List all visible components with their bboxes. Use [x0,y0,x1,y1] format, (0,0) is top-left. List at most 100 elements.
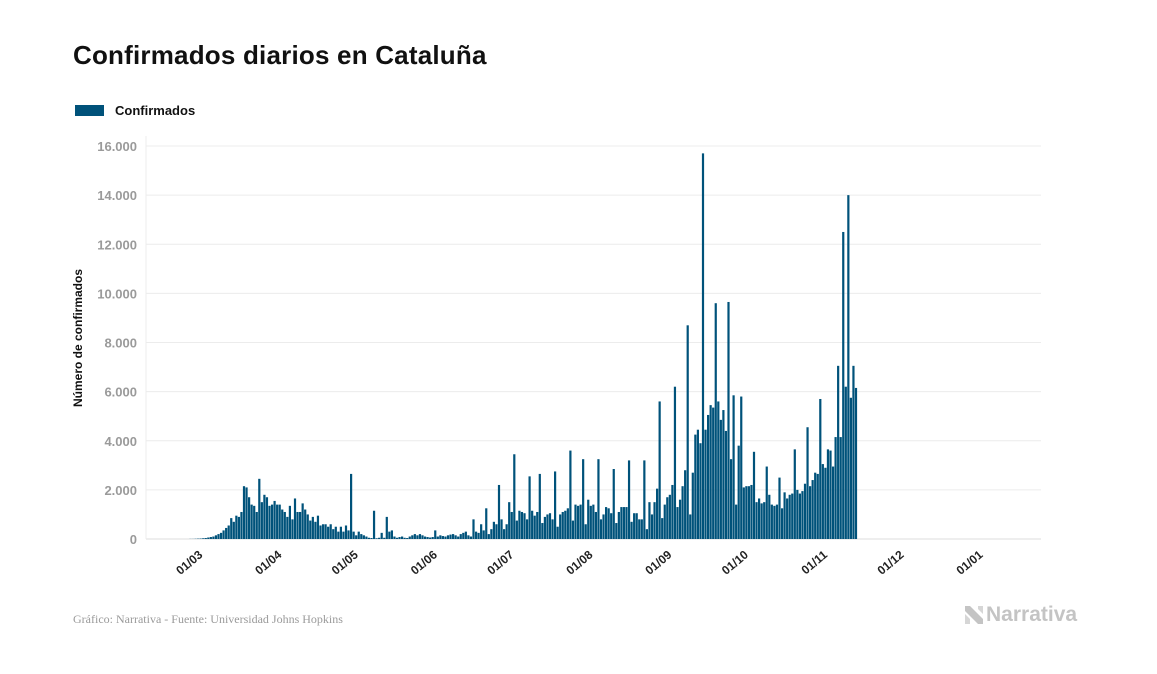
bar [638,519,641,539]
legend: Confirmados [75,103,195,118]
bar [627,460,631,539]
bar [429,537,432,539]
bar [418,534,422,539]
bar [288,505,291,539]
bar [306,514,309,539]
bar [745,486,748,539]
bar [237,516,240,539]
bar [712,407,715,539]
bar [467,535,470,539]
bar [344,525,348,539]
bar [561,511,564,539]
bar [758,498,761,539]
bar [796,489,799,540]
bar [617,511,620,539]
bar [635,513,638,539]
bar [625,507,628,539]
bar [225,527,228,539]
bar [283,511,286,539]
bar [788,494,791,539]
bar [737,445,740,539]
bar [786,498,789,539]
bar [630,521,633,539]
bar [304,509,307,539]
bar [319,525,322,539]
y-tick-label: 2.000 [104,483,137,498]
bar [528,476,531,539]
bar [849,397,852,539]
bar [819,398,822,539]
bar [230,518,233,539]
bar [834,437,837,539]
bar [531,510,534,539]
bar [656,488,659,539]
bar [755,502,758,539]
bar [579,504,582,539]
bar [281,509,284,539]
bar [783,492,786,539]
bar [801,491,804,539]
brand-logo: Narrativa [965,603,1077,627]
bar [497,484,501,539]
bar [444,536,447,539]
bar [209,537,212,539]
bar [434,530,437,539]
bar [518,510,521,539]
bar [258,478,261,539]
x-tick-label: 01/07 [484,547,516,577]
bar [265,497,269,539]
bar [492,521,495,539]
bar [510,511,513,539]
bar [724,430,728,539]
bar [398,537,401,539]
bar [592,504,595,539]
bar [222,530,225,539]
bar [607,508,610,539]
bar [826,449,830,539]
bar [650,514,654,539]
bar [780,508,784,539]
bar [546,514,549,539]
bar [401,536,404,539]
bar [824,467,827,539]
bar [605,507,608,539]
bar [372,510,376,539]
bar [383,537,386,539]
bar [791,493,794,539]
bar [474,531,478,539]
bar [584,524,587,539]
bar [750,484,753,539]
bar [263,494,266,539]
bar [378,537,381,539]
bar [421,535,424,539]
bar [232,521,235,539]
bar [268,505,271,539]
y-tick-label: 0 [130,532,137,547]
x-tick-label: 01/03 [173,547,205,577]
bar [770,504,773,539]
bar [472,519,475,539]
bar [270,504,274,539]
bar [842,231,845,539]
bar [620,507,623,539]
bar [559,514,562,539]
bar [227,525,230,539]
y-axis-ticks: 0 2.000 4.000 6.000 8.000 10.000 12.000 14.000 1… [97,139,137,547]
bar [821,464,824,539]
bar [342,531,345,539]
x-tick-label: 01/12 [875,547,907,577]
bar [406,538,409,539]
bar [543,516,546,539]
bar [329,524,332,539]
bar [296,511,299,539]
bar [360,534,363,539]
bar [301,503,304,539]
bar [686,325,689,539]
bar [645,529,648,539]
bar [411,535,414,539]
bar [367,537,371,539]
legend-swatch [75,105,104,116]
bars [189,153,858,540]
bar [735,504,738,539]
bar [803,483,807,539]
